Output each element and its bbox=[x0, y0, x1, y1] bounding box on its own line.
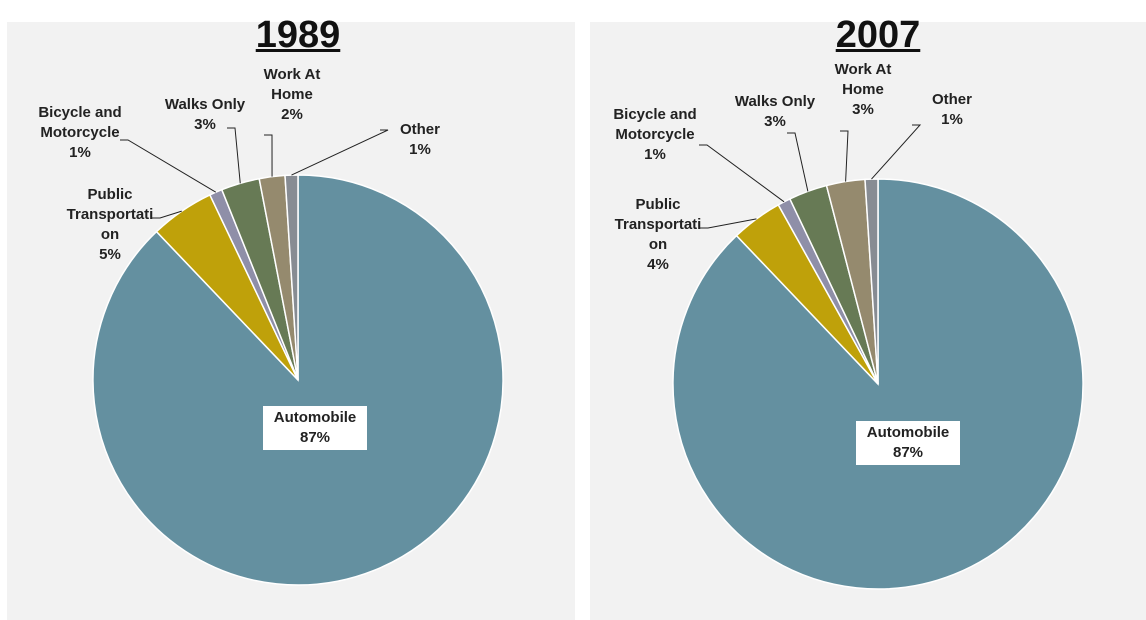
data-label: Bicycle and Motorcycle 1% bbox=[609, 105, 701, 165]
data-label: Automobile 87% bbox=[263, 406, 367, 450]
value-label: 1% bbox=[69, 144, 91, 161]
chart-title: 1989 bbox=[255, 14, 341, 56]
value-label: 1% bbox=[644, 146, 666, 163]
value-label: 87% bbox=[892, 444, 924, 461]
leader-line bbox=[120, 139, 217, 193]
data-label: Other 1% bbox=[374, 120, 466, 160]
data-label: Walks Only 3% bbox=[729, 92, 821, 132]
pie-slice bbox=[864, 178, 879, 385]
value-label: 3% bbox=[194, 116, 216, 133]
leader-line bbox=[152, 210, 182, 219]
category-label: Public Transportation bbox=[614, 196, 702, 253]
data-label: Other 1% bbox=[906, 90, 998, 130]
value-label: 3% bbox=[764, 113, 786, 130]
value-label: 2% bbox=[281, 106, 303, 123]
value-label: 1% bbox=[409, 141, 431, 158]
value-label: 5% bbox=[99, 246, 121, 263]
value-label: 1% bbox=[941, 111, 963, 128]
pie-slice bbox=[284, 174, 299, 381]
value-label: 3% bbox=[852, 101, 874, 118]
leader-line bbox=[840, 130, 849, 182]
category-label: Other bbox=[399, 121, 440, 138]
data-label: Bicycle and Motorcycle 1% bbox=[34, 103, 126, 163]
category-label: Bicycle and Motorcycle bbox=[38, 104, 122, 141]
category-label: Work At Home bbox=[263, 66, 321, 103]
leader-line bbox=[871, 124, 922, 180]
data-label: Work At Home 2% bbox=[246, 65, 338, 125]
category-label: Automobile bbox=[273, 409, 357, 426]
data-label: Public Transportation 4% bbox=[612, 195, 704, 275]
category-label: Work At Home bbox=[834, 61, 892, 98]
leader-line bbox=[291, 129, 389, 176]
data-label: Public Transportation 5% bbox=[64, 185, 156, 265]
data-label: Automobile 87% bbox=[856, 421, 960, 465]
leader-line bbox=[700, 218, 757, 229]
category-label: Other bbox=[931, 91, 972, 108]
chart-title: 2007 bbox=[835, 14, 921, 56]
data-label: Work At Home 3% bbox=[817, 60, 909, 120]
value-label: 87% bbox=[299, 429, 331, 446]
leader-line bbox=[227, 127, 241, 184]
data-label: Walks Only 3% bbox=[159, 95, 251, 135]
category-label: Public Transportation bbox=[66, 186, 154, 243]
leader-line bbox=[699, 144, 785, 203]
leader-line bbox=[787, 132, 809, 192]
category-label: Bicycle and Motorcycle bbox=[613, 106, 697, 143]
category-label: Walks Only bbox=[734, 93, 816, 110]
category-label: Automobile bbox=[866, 424, 950, 441]
category-label: Walks Only bbox=[164, 96, 246, 113]
leader-line bbox=[264, 134, 273, 177]
value-label: 4% bbox=[647, 256, 669, 273]
